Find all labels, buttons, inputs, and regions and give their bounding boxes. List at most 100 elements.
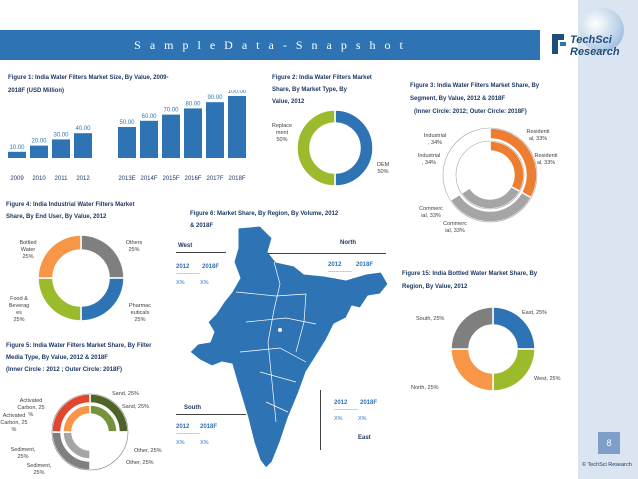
fig2-title-line3: Value, 2012 (272, 99, 305, 105)
fig3-inner-ring (455, 140, 525, 210)
fig1-bar-4 (118, 127, 136, 158)
fig4-food-2: Beverag (8, 303, 30, 309)
fig4-label-pharma: Pharmac euticals 25% (126, 303, 154, 324)
fig3-res-outer-a: Residenti (526, 129, 550, 135)
east-pct-2018: X% (358, 416, 367, 422)
fig1-category-label-8: 2017F (206, 176, 223, 182)
fig1-bar-6 (162, 114, 180, 158)
north-year-2012: 2012 (328, 262, 342, 268)
fig4-pharma-1: Pharmac (128, 303, 151, 309)
copyright: © TechSci Research (582, 462, 632, 468)
fig15-title-line2: Region, By Value, 2012 (402, 284, 468, 290)
fig4-food-4: 25% (13, 317, 25, 323)
fig5-title-line1: Figure 5: India Water Filters Market Sha… (6, 343, 152, 349)
south-year-2018: 2018F (200, 424, 218, 430)
fig5-ac-a-2: Carbon, 25 (17, 405, 45, 411)
north-dashes: ------------- (328, 269, 352, 275)
india-outline (189, 225, 389, 469)
east-year-2012: 2012 (334, 400, 348, 406)
fig1-value-label-3: 40.00 (75, 126, 91, 132)
fig3-donut (442, 127, 538, 223)
fig5-ac-a-1: Activated (19, 398, 43, 404)
fig3-com-a-1: Commerc (419, 206, 443, 212)
fig3-ind-outer-b: , 34% (427, 140, 443, 146)
fig3-res-inner-b: al, 33% (536, 160, 556, 166)
fig1-bar-1 (30, 145, 48, 158)
fig6-title-line1: Figure 6: Market Share, By Region, By Vo… (190, 211, 339, 217)
fig5-ac-a-3: % (28, 412, 34, 418)
south-pct-2012: X% (176, 440, 185, 446)
east-callout-line (320, 390, 321, 450)
fig4-pharma-3: 25% (134, 317, 146, 323)
fig1-bar-5 (140, 120, 158, 158)
fig5-label-other-a: Other, 25% (134, 448, 162, 454)
fig1-title-line2: 2018F (USD Million) (8, 88, 65, 94)
west-dashes: ------------- (176, 271, 200, 277)
fig1-value-label-4: 50.00 (119, 120, 135, 126)
fig2-rep-a: Replace (271, 123, 293, 129)
fig15-label-north: North, 25% (411, 385, 439, 391)
fig2-slice-0 (334, 109, 374, 187)
west-year-2018: 2018F (202, 264, 220, 270)
fig1-category-label-0: 2009 (10, 176, 24, 182)
fig4-slice-1 (80, 277, 125, 322)
north-year-2018: 2018F (356, 262, 374, 268)
fig1-bar-7 (184, 108, 202, 158)
fig3-title-line3: (Inner Circle: 2012; Outer Circle: 2018F… (414, 109, 527, 115)
fig3-label-com-a: Commerc ial, 33% (418, 206, 444, 220)
fig1-category-label-4: 2013E (118, 176, 135, 182)
fig2-rep-b: ment (275, 130, 289, 136)
fig5-sed-a-1: Sediment, (10, 447, 36, 453)
fig1-bar-3 (74, 133, 92, 158)
west-callout-line (176, 252, 226, 253)
fig3-com-a-2: ial, 33% (421, 213, 441, 219)
fig5-title-line2: Media Type, By Value, 2012 & 2018F (6, 355, 108, 361)
india-map (189, 225, 389, 469)
fig5-ac-b-2: Carbon, 25 (0, 420, 28, 426)
fig1-category-label-9: 2018F (228, 176, 245, 182)
south-pct-2018: X% (200, 440, 209, 446)
north-pct-2018: X% (352, 278, 361, 284)
fig2-donut (296, 109, 374, 187)
fig1-value-label-2: 30.00 (53, 132, 69, 138)
fig1-bar-8 (206, 102, 224, 158)
fig3-label-ind-inner: Industrial , 34% (414, 153, 444, 167)
fig1-value-label-5: 60.00 (141, 114, 157, 120)
fig4-pharma-2: euticals (130, 310, 150, 316)
south-dashes: ------------- (176, 431, 200, 437)
fig3-label-res-outer: Residenti al, 33% (524, 129, 552, 143)
fig4-others-1: Others (125, 240, 143, 246)
fig15-label-west: West, 25% (534, 376, 561, 382)
fig4-bottled-3: 25% (22, 254, 34, 260)
fig5-sed-a-2: 25% (17, 454, 29, 460)
fig3-com-b-1: Commerc (443, 221, 467, 227)
fig3-ind-inner-a: Industrial (417, 153, 441, 159)
fig3-outer-ring (442, 127, 538, 223)
fig3-label-com-b: Commerc ial, 33% (442, 221, 468, 235)
fig1-category-label-5: 2014F (140, 176, 157, 182)
fig15-label-south: South, 25% (416, 316, 445, 322)
fig4-slice-0 (80, 234, 125, 279)
fig4-label-others: Others 25% (122, 240, 146, 254)
fig4-label-food: Food & Beverag es 25% (4, 296, 34, 324)
fig6-title-line2: & 2018F (190, 223, 214, 229)
fig5-ac-b-1: Activated (2, 413, 26, 419)
fig1-value-label-8: 90.00 (207, 95, 223, 101)
south-callout-line (176, 414, 246, 415)
fig1-value-label-9: 100.00 (228, 90, 247, 95)
fig1-value-label-0: 10.00 (9, 145, 25, 151)
fig1-category-label-3: 2012 (76, 176, 90, 182)
fig5-sed-b-2: 25% (33, 470, 45, 476)
fig4-food-3: es (16, 310, 22, 316)
east-pct-2012: X% (334, 416, 343, 422)
logo-line2: Research (570, 46, 620, 58)
region-west: West (178, 243, 193, 249)
fig1-category-label-7: 2016F (184, 176, 201, 182)
fig5-sed-b-1: Sediment, (26, 463, 52, 469)
fig4-bottled-1: Bottled (19, 240, 37, 246)
fig2-rep-c: 50% (276, 137, 288, 143)
north-callout-line (268, 253, 386, 254)
west-pct-2018: X% (200, 280, 209, 286)
fig5-label-other-b: Other, 25% (126, 460, 154, 466)
fig5-label-ac-a: Activated Carbon, 25 % (14, 398, 48, 419)
